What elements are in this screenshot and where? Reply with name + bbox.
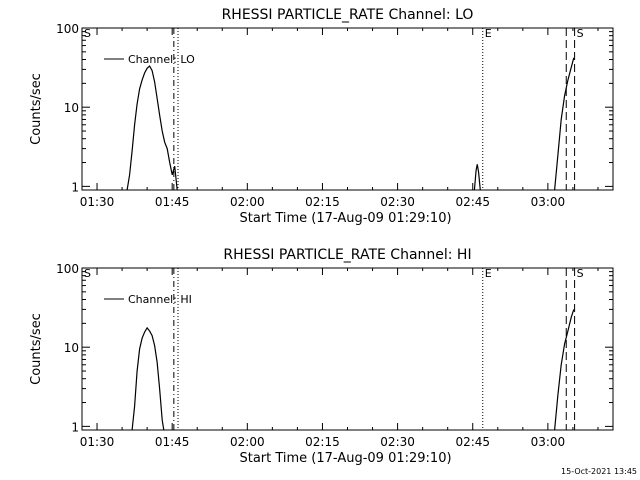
footer-timestamp: 15-Oct-2021 13:45 (561, 467, 637, 476)
x-tick-label: 01:30 (80, 435, 115, 449)
x-axis-label: Start Time (17-Aug-09 01:29:10) (239, 211, 451, 226)
legend-label: Channel: HI (128, 293, 192, 306)
y-axis-label: Counts/sec (29, 313, 44, 385)
x-tick-label: 03:00 (531, 435, 566, 449)
x-tick-label: 02:30 (380, 435, 415, 449)
series-line (131, 326, 165, 430)
series-line (554, 57, 575, 190)
event-marker-label: S (84, 267, 91, 280)
x-tick-label: 02:00 (230, 195, 265, 209)
y-tick-label: 10 (64, 341, 79, 355)
event-marker-label: S (577, 267, 584, 280)
event-marker-label: E (485, 27, 492, 40)
x-tick-label: 02:30 (380, 195, 415, 209)
x-tick-label: 02:15 (305, 435, 340, 449)
y-tick-label: 1 (71, 420, 79, 434)
event-marker-label: S (84, 27, 91, 40)
x-tick-label: 02:15 (305, 195, 340, 209)
series-line (554, 309, 575, 430)
legend-label: Channel: LO (128, 53, 195, 66)
x-tick-label: 01:30 (80, 195, 115, 209)
x-tick-label: 02:00 (230, 435, 265, 449)
x-tick-label: 01:45 (155, 435, 190, 449)
x-tick-label: 02:45 (455, 435, 490, 449)
x-tick-label: 03:00 (531, 195, 566, 209)
series-line (473, 164, 481, 190)
y-tick-label: 1 (71, 180, 79, 194)
chart-panel-lo: RHESSI PARTICLE_RATE Channel: LO 01:30 01:… (29, 7, 614, 226)
chart-title: RHESSI PARTICLE_RATE Channel: LO (222, 7, 474, 23)
series-line (126, 65, 178, 190)
event-marker-label: S (577, 27, 584, 40)
chart-title: RHESSI PARTICLE_RATE Channel: HI (223, 247, 471, 263)
x-tick-label: 02:45 (455, 195, 490, 209)
x-tick-label: 01:45 (155, 195, 190, 209)
x-axis-label: Start Time (17-Aug-09 01:29:10) (239, 451, 451, 466)
y-tick-label: 10 (64, 101, 79, 115)
y-tick-label: 100 (56, 262, 79, 276)
y-axis-label: Counts/sec (29, 73, 44, 145)
chart-panel-hi: RHESSI PARTICLE_RATE Channel: HI 01:30 01:… (29, 247, 614, 466)
event-marker-label: E (485, 267, 492, 280)
chart-panels: RHESSI PARTICLE_RATE Channel: LO 01:30 01:… (29, 7, 614, 466)
y-tick-label: 100 (56, 22, 79, 36)
